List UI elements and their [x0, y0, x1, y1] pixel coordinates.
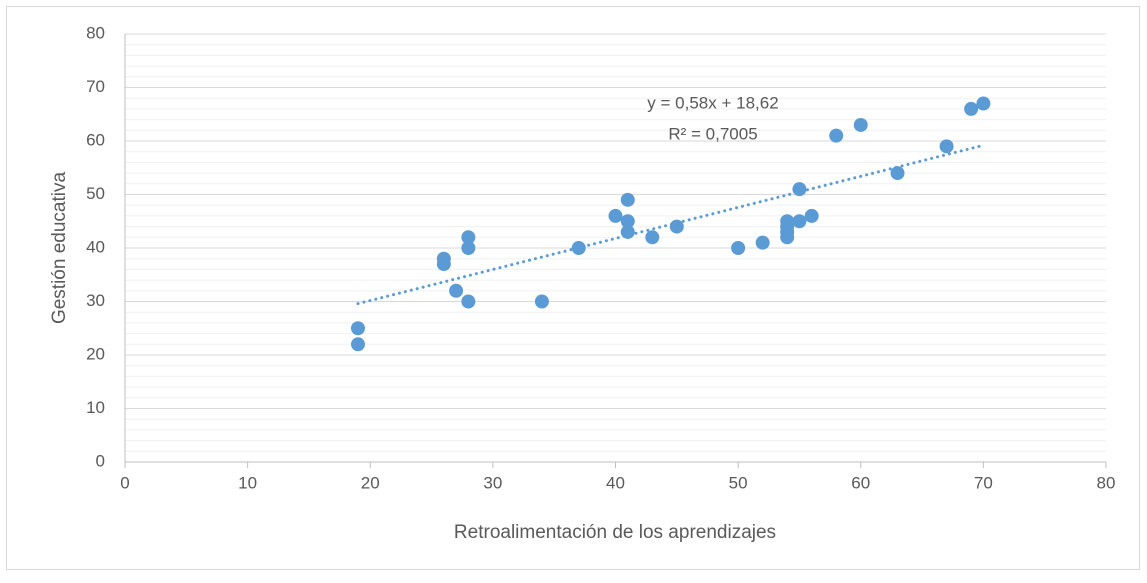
x-tick-label: 20: [361, 473, 380, 492]
point: [461, 294, 476, 309]
x-axis-title: Retroalimentación de los aprendizajes: [454, 522, 776, 543]
point: [976, 96, 991, 111]
x-tick-label: 10: [238, 473, 257, 492]
y-tick-label: 0: [96, 451, 105, 470]
x-tick-label: 40: [606, 473, 625, 492]
y-tick-label: 10: [86, 398, 105, 417]
point: [571, 241, 586, 255]
point: [804, 208, 819, 223]
point: [534, 294, 549, 309]
point: [645, 230, 660, 245]
chart-frame: [6, 6, 1140, 570]
y-tick-label: 40: [86, 237, 105, 256]
y-tick-label: 50: [86, 184, 105, 203]
x-tick-label: 50: [729, 473, 748, 492]
point: [792, 214, 807, 229]
y-tick-label: 80: [86, 23, 105, 42]
y-tick-label: 30: [86, 291, 105, 310]
annotation: y = 0,58x + 18,62: [647, 93, 778, 112]
point: [829, 128, 844, 143]
point: [461, 230, 476, 245]
point: [939, 139, 954, 154]
point: [964, 101, 979, 116]
point: [755, 235, 770, 250]
x-tick-label: 60: [851, 473, 870, 492]
annotation: R² = 0,7005: [668, 124, 757, 143]
point: [350, 321, 365, 336]
point: [792, 182, 807, 197]
y-tick-label: 60: [86, 130, 105, 149]
x-tick-label: 70: [974, 473, 993, 492]
y-axis-title: Gestión educativa: [49, 172, 70, 325]
point: [461, 241, 476, 255]
point: [436, 257, 451, 272]
point: [731, 241, 746, 255]
point: [620, 192, 635, 207]
y-tick-label: 70: [86, 77, 105, 96]
point: [853, 117, 868, 132]
point: [449, 283, 464, 298]
point: [620, 214, 635, 229]
point: [890, 166, 905, 181]
point: [350, 337, 365, 352]
x-tick-label: 0: [120, 473, 129, 492]
x-tick-label: 80: [1097, 473, 1116, 492]
point: [669, 219, 684, 234]
x-tick-label: 30: [483, 473, 502, 492]
point: [608, 208, 623, 223]
y-tick-label: 20: [86, 344, 105, 363]
point: [780, 230, 795, 245]
trendline: [356, 143, 985, 306]
